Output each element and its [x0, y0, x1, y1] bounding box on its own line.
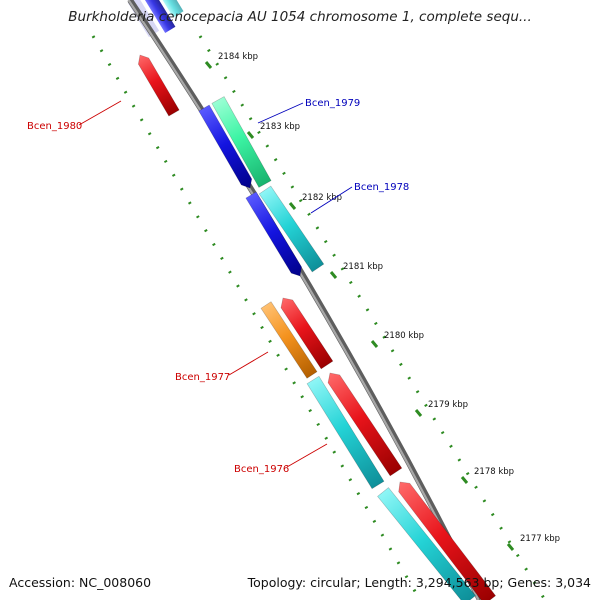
callout-leader-line	[310, 186, 353, 214]
gene-callout[interactable]: Bcen_1976	[234, 443, 328, 475]
gene-label[interactable]: Bcen_1976	[234, 464, 289, 475]
callout-leader-line	[228, 351, 269, 376]
feature-bcen-1980[interactable]	[135, 52, 180, 117]
tick-mark	[414, 409, 423, 417]
tick-label: 2182 kbp	[302, 193, 342, 203]
callout-leader-line	[257, 102, 304, 124]
callout-leader-line	[286, 443, 328, 468]
tick-mark	[460, 476, 469, 484]
tick-mark	[246, 131, 255, 139]
chromosome-title: Burkholderia cenocepacia AU 1054 chromos…	[68, 9, 532, 25]
gene-callout[interactable]: Bcen_1980	[27, 100, 122, 132]
tick-label: 2183 kbp	[260, 122, 300, 132]
gene-label[interactable]: Bcen_1980	[27, 121, 82, 132]
tick-label: 2181 kbp	[343, 262, 383, 272]
inner-guide-track	[91, 35, 422, 600]
callout-leader-line	[78, 100, 122, 126]
topology-summary: Topology: circular; Length: 3,294,563 bp…	[247, 575, 591, 590]
feature-bcen-1978-upper[interactable]	[258, 185, 325, 273]
feature-bcen-1977-upper[interactable]	[277, 294, 334, 370]
feature-bcen-1976-left[interactable]	[306, 375, 385, 490]
gene-callout[interactable]: Bcen_1977	[175, 351, 269, 383]
gene-callout[interactable]: Bcen_1979	[257, 98, 360, 124]
tick-label: 2180 kbp	[384, 331, 424, 341]
feature-bcen-1979[interactable]	[198, 104, 255, 191]
gene-label[interactable]: Bcen_1977	[175, 372, 230, 383]
tick-label: 2184 kbp	[218, 52, 258, 62]
feature-lower-left[interactable]	[377, 487, 476, 600]
tick-mark	[506, 543, 515, 551]
feature-bcen-1979-upper[interactable]	[211, 96, 272, 188]
tick-label: 2178 kbp	[474, 467, 514, 477]
tick-mark	[288, 202, 297, 210]
feature-bcen-1978[interactable]	[245, 191, 305, 279]
gene-callout[interactable]: Bcen_1978	[310, 182, 409, 214]
tick-mark	[204, 61, 213, 69]
tick-label: 2177 kbp	[520, 534, 560, 544]
feature-lower-right[interactable]	[394, 478, 496, 600]
gene-label[interactable]: Bcen_1979	[305, 98, 360, 109]
tick-mark	[329, 271, 338, 279]
gene-label[interactable]: Bcen_1978	[354, 182, 409, 193]
accession-label: Accession: NC_008060	[9, 575, 152, 590]
genome-backbone	[127, 0, 483, 600]
feature-bcen-1977[interactable]	[260, 301, 318, 379]
outer-guide-track	[198, 35, 547, 600]
feature-bcen-1976[interactable]	[324, 369, 403, 477]
tick-label: 2179 kbp	[428, 400, 468, 410]
tick-mark	[370, 340, 379, 348]
